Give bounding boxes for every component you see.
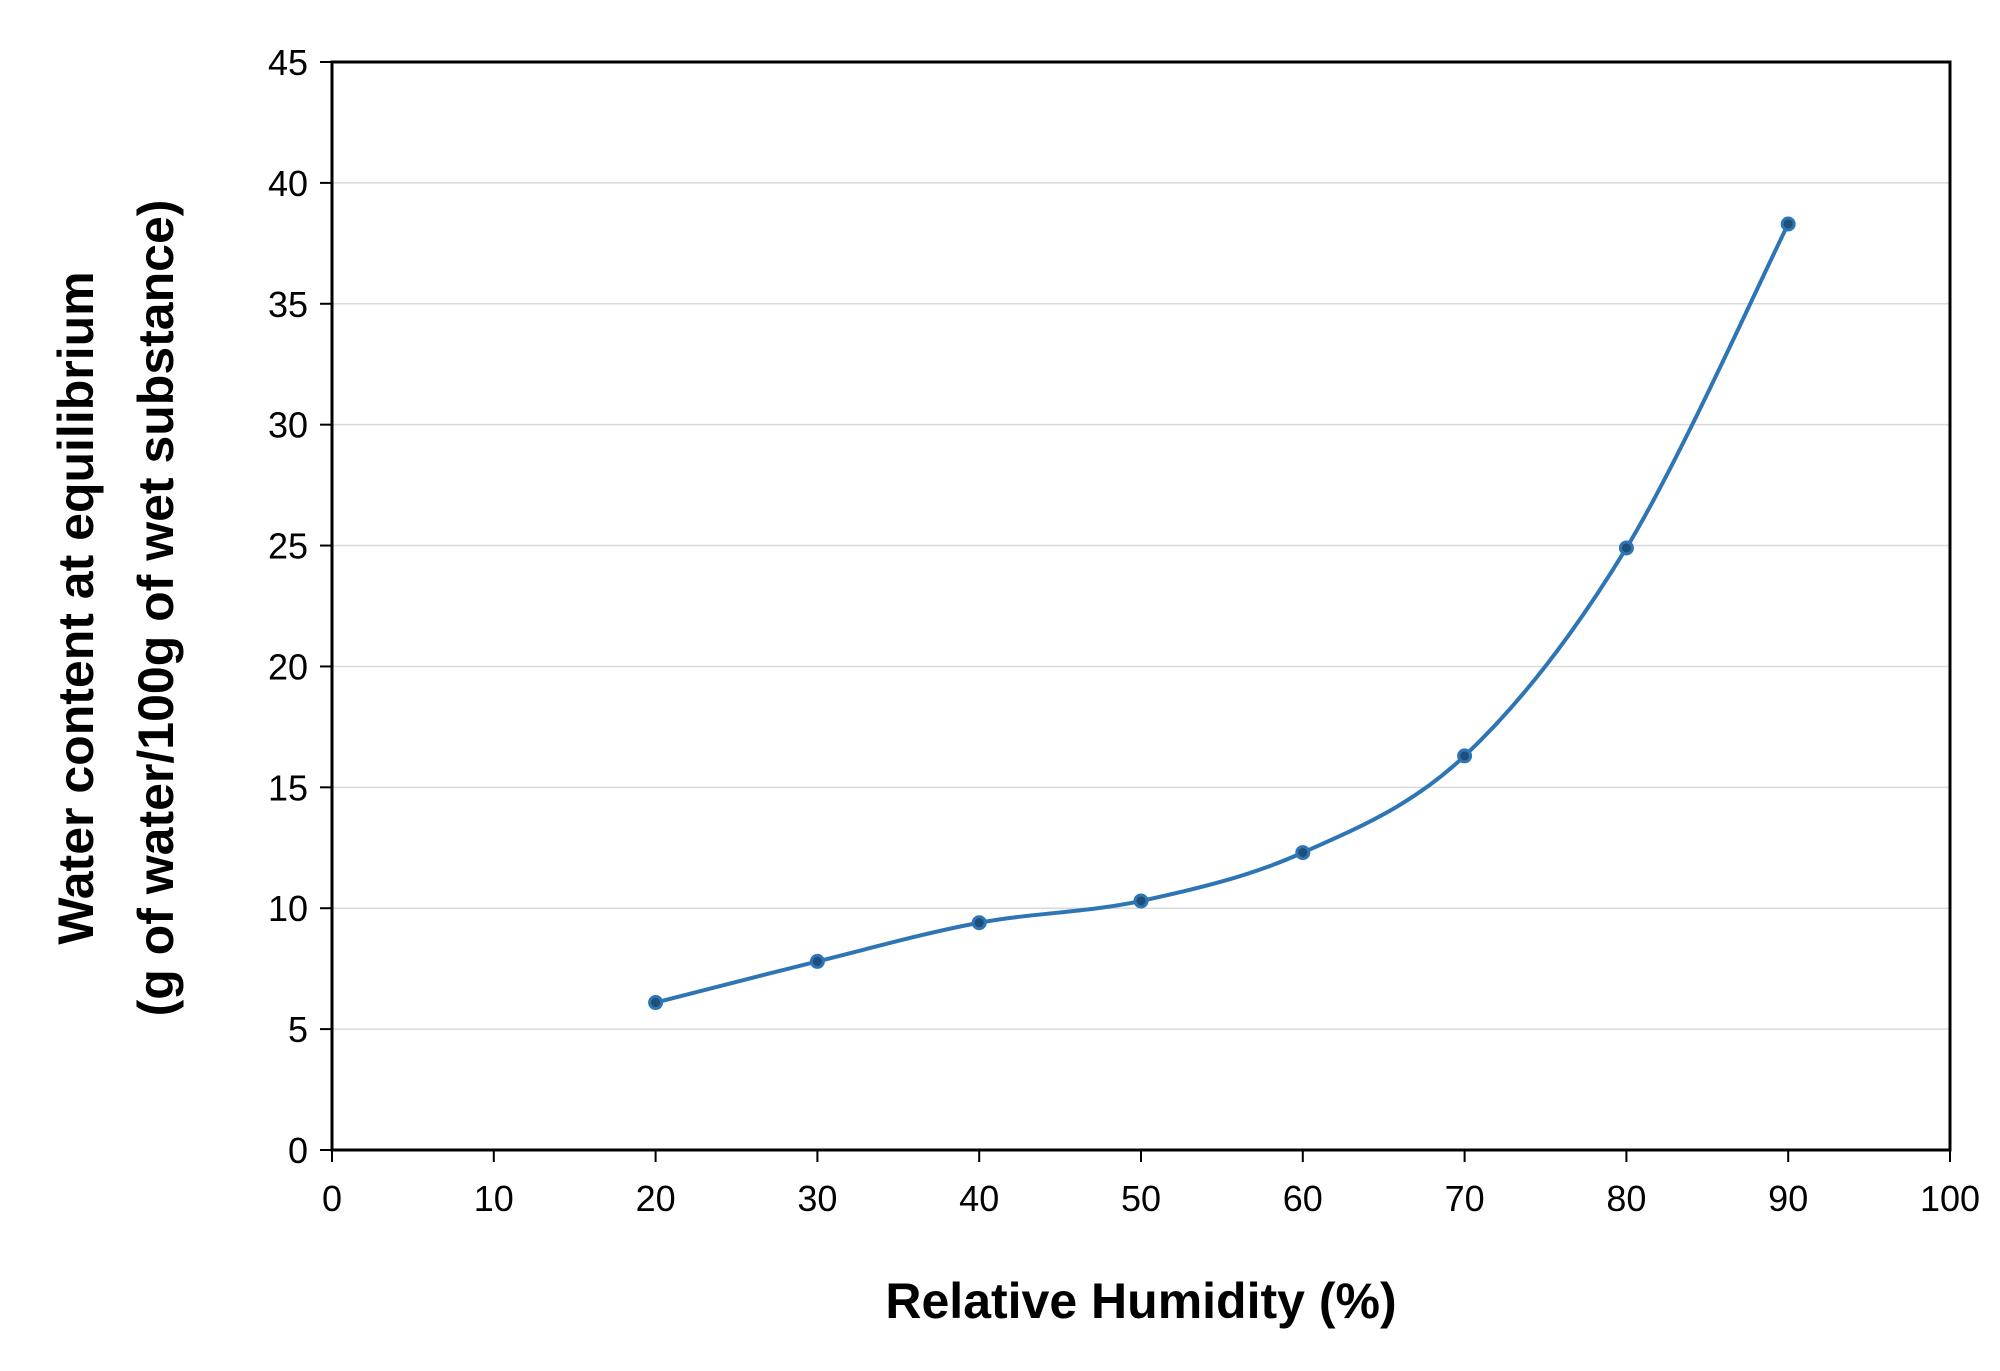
data-point [971, 915, 987, 931]
x-tick-label: 10 [474, 1178, 514, 1219]
gridlines [332, 182, 1950, 1030]
y-tick-label: 15 [268, 767, 308, 808]
y-tick-label: 10 [268, 888, 308, 929]
y-tick-label: 35 [268, 284, 308, 325]
data-point [1618, 540, 1634, 556]
x-tick-label: 0 [322, 1178, 342, 1219]
x-tick-label: 60 [1283, 1178, 1323, 1219]
x-tick-label: 100 [1920, 1178, 1980, 1219]
y-tick-label: 20 [268, 646, 308, 687]
data-point [1295, 845, 1311, 861]
data-point [1457, 748, 1473, 764]
data-point [1780, 216, 1796, 232]
x-axis-ticks [331, 1150, 1951, 1162]
y-axis-title: Water content at equilibrium (g of water… [48, 200, 184, 1017]
y-tick-label: 5 [288, 1009, 308, 1050]
y-tick-label: 45 [268, 42, 308, 83]
y-tick-label: 30 [268, 405, 308, 446]
x-axis-tick-labels: 0 10 20 30 40 50 60 70 80 90 100 [322, 1178, 1980, 1219]
x-axis-title: Relative Humidity (%) [885, 1273, 1396, 1329]
x-tick-label: 80 [1606, 1178, 1646, 1219]
y-tick-label: 40 [268, 163, 308, 204]
series-line [653, 221, 1791, 1005]
y-axis-title-line-2: (g of water/100g of wet substance) [128, 200, 184, 1017]
y-axis-title-line-1: Water content at equilibrium [48, 271, 104, 944]
data-point [1133, 893, 1149, 909]
y-axis-ticks [320, 61, 332, 1151]
x-tick-label: 20 [636, 1178, 676, 1219]
y-tick-label: 25 [268, 526, 308, 567]
data-point [809, 953, 825, 969]
x-tick-label: 90 [1768, 1178, 1808, 1219]
x-tick-label: 30 [797, 1178, 837, 1219]
series-layer [648, 216, 1796, 1011]
plot-area-frame [330, 60, 1952, 1152]
data-point [648, 995, 664, 1011]
x-tick-label: 40 [959, 1178, 999, 1219]
y-tick-label: 0 [288, 1130, 308, 1171]
y-axis-tick-labels: 0 5 10 15 20 25 30 35 40 45 [268, 42, 308, 1171]
x-tick-label: 70 [1445, 1178, 1485, 1219]
x-tick-label: 50 [1121, 1178, 1161, 1219]
